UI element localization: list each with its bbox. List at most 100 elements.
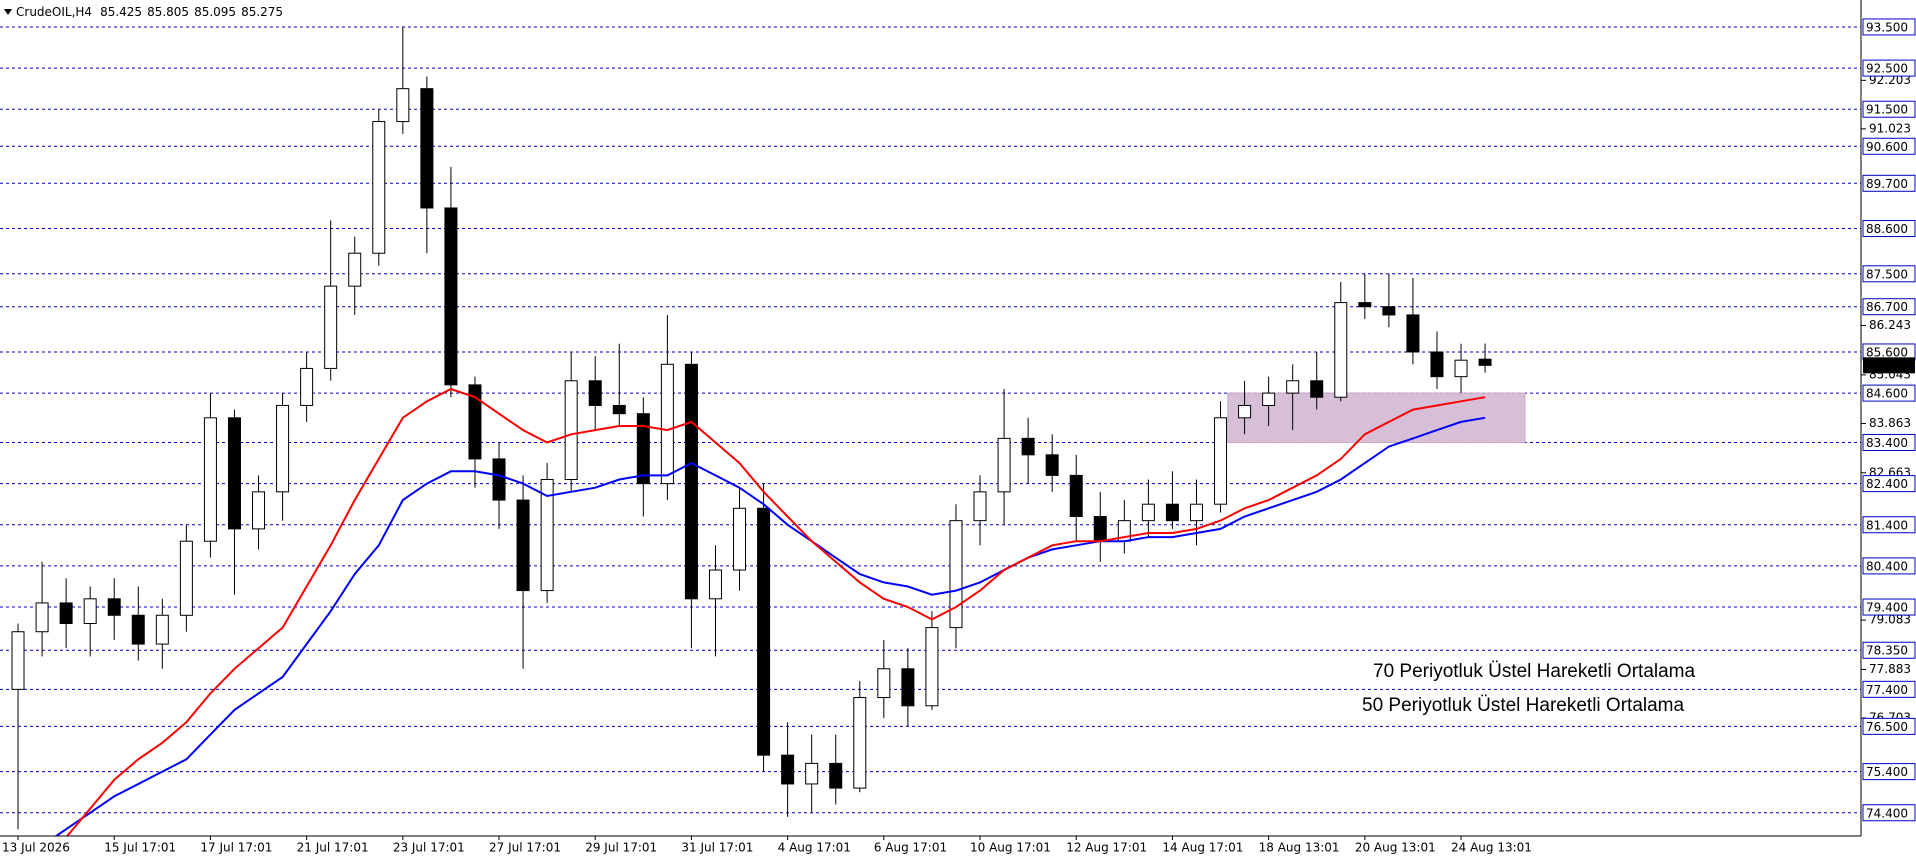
candle-body	[348, 252, 362, 287]
candle-body	[1262, 392, 1276, 406]
y-tick-label: 86.243	[1869, 318, 1911, 332]
candle-body	[252, 491, 266, 530]
candle-body	[468, 384, 482, 460]
candle-body	[59, 602, 73, 625]
x-tick-label: 17 Jul 17:01	[200, 841, 272, 855]
candle-body	[973, 491, 987, 522]
candle-body	[829, 762, 843, 789]
candle-body	[1334, 302, 1348, 398]
x-tick-label: 14 Aug 17:01	[1162, 841, 1243, 855]
header-high: 85.805	[147, 5, 189, 19]
candle-body	[444, 207, 458, 386]
level-label-box	[1862, 763, 1916, 781]
x-tick-label: 27 Jul 17:01	[489, 841, 561, 855]
candle-body	[708, 569, 722, 600]
symbol: CrudeOIL,H4	[16, 5, 92, 19]
level-label-box	[1862, 298, 1916, 316]
y-tick-label: 79.083	[1869, 613, 1911, 627]
level-label-box	[1862, 804, 1916, 822]
level-label-box	[1862, 717, 1916, 735]
level-label-box	[1862, 265, 1916, 283]
header-open: 85.425	[100, 5, 142, 19]
candle-body	[1069, 474, 1083, 518]
candle-body	[1045, 454, 1059, 476]
y-tick-label: 83.863	[1869, 416, 1911, 430]
x-tick-label: 20 Aug 13:01	[1355, 841, 1436, 855]
level-label: 74.400	[1866, 806, 1908, 820]
candle-body	[227, 417, 241, 530]
candle-body	[1454, 359, 1468, 378]
level-label: 76.500	[1866, 720, 1908, 734]
candle-body	[612, 404, 626, 415]
level-label: 79.400	[1866, 601, 1908, 615]
level-label: 82.400	[1866, 477, 1908, 491]
candle-body	[1406, 314, 1420, 353]
candle-body	[1141, 503, 1155, 522]
level-label: 84.600	[1866, 387, 1908, 401]
x-tick-label: 23 Jul 17:01	[393, 841, 465, 855]
x-tick-label: 15 Jul 17:01	[104, 841, 176, 855]
plot	[11, 26, 1526, 836]
candle-body	[1358, 302, 1372, 308]
legend-label: 50 Periyotluk Üstel Hareketli Ortalama	[1362, 695, 1684, 716]
x-tick-label: 12 Aug 17:01	[1066, 841, 1147, 855]
candle-body	[781, 754, 795, 785]
candle-body	[203, 417, 217, 542]
level-label-box	[1862, 557, 1916, 575]
header-close: 85.275	[241, 5, 283, 19]
price-label-box	[1863, 357, 1915, 374]
level-label-box	[1862, 680, 1916, 698]
candle-body	[300, 367, 314, 406]
level-label: 91.500	[1866, 103, 1908, 117]
level-label: 77.400	[1866, 683, 1908, 697]
x-tick-label: 10 Aug 17:01	[970, 841, 1051, 855]
level-label: 78.350	[1866, 644, 1908, 658]
level-label: 90.600	[1866, 140, 1908, 154]
level-label: 83.400	[1866, 436, 1908, 450]
level-label: 92.500	[1866, 62, 1908, 76]
candle-body	[733, 507, 747, 571]
header: CrudeOIL,H4 85.425 85.805 85.095 85.275	[16, 5, 283, 19]
ema-line	[65, 387, 1486, 836]
candle-body	[1430, 351, 1444, 378]
level-label: 87.500	[1866, 267, 1908, 281]
x-tick-label: 6 Aug 17:01	[874, 841, 947, 855]
level-label: 85.600	[1866, 345, 1908, 359]
ema-line	[54, 416, 1486, 836]
candle-body	[131, 614, 145, 645]
x-tick-label: 29 Jul 17:01	[585, 841, 657, 855]
level-label-box	[1862, 384, 1916, 402]
menu-arrow	[4, 9, 12, 15]
candle-body	[564, 380, 578, 481]
level-label: 81.400	[1866, 518, 1908, 532]
candle-body	[853, 697, 867, 789]
x-tick-label: 4 Aug 17:01	[778, 841, 851, 855]
candle-body	[492, 458, 506, 501]
level-label-box	[1862, 174, 1916, 192]
candle-body	[1214, 417, 1228, 505]
y-tick-label: 91.023	[1869, 121, 1911, 135]
level-label: 75.400	[1866, 765, 1908, 779]
header-low: 85.095	[194, 5, 236, 19]
candle-body	[1238, 404, 1252, 419]
candle-body	[107, 598, 121, 616]
candle-body	[636, 413, 650, 485]
level-label: 88.600	[1866, 222, 1908, 236]
level-label: 89.700	[1866, 177, 1908, 191]
level-label-box	[1862, 433, 1916, 451]
candle-body	[372, 121, 386, 254]
candle-body	[276, 404, 290, 493]
candle-body	[588, 380, 602, 406]
candle-body	[805, 762, 819, 785]
candle-body	[877, 668, 891, 699]
level-label-box	[1862, 475, 1916, 493]
candle-body	[324, 285, 338, 369]
level-label-box	[1862, 220, 1916, 238]
x-tick-label: 31 Jul 17:01	[681, 841, 753, 855]
candle-body	[1310, 380, 1324, 398]
level-label-box	[1862, 137, 1916, 155]
candle-body	[1093, 516, 1107, 542]
x-tick-label: 18 Aug 13:01	[1259, 841, 1340, 855]
candle-body	[420, 88, 434, 209]
